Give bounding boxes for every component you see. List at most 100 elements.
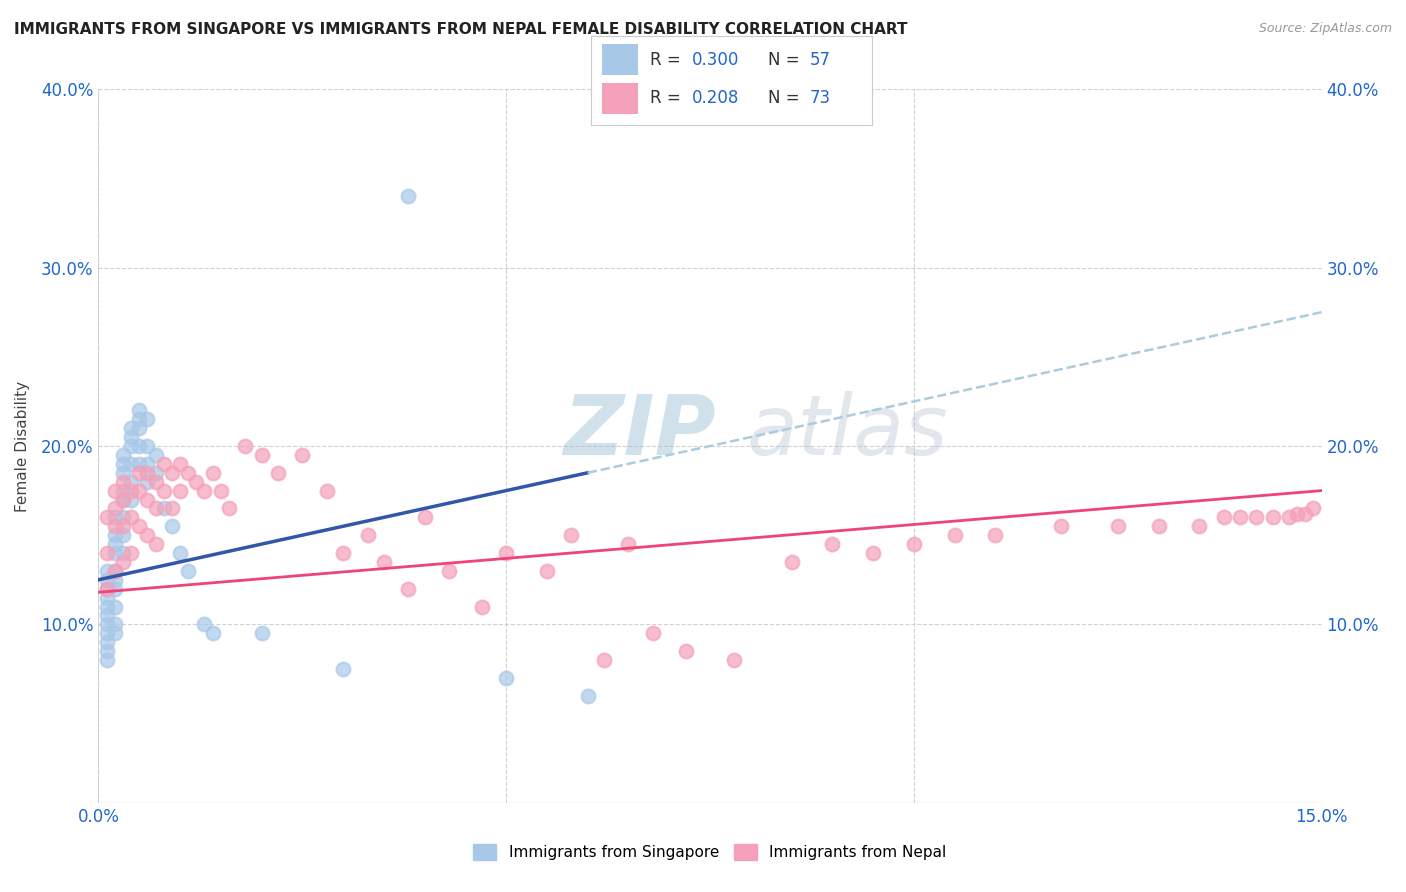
Point bbox=[1294, 507, 1316, 521]
Point bbox=[201, 466, 224, 480]
Point bbox=[471, 599, 494, 614]
Point bbox=[1107, 519, 1129, 533]
Point bbox=[104, 528, 127, 542]
Point bbox=[943, 528, 966, 542]
Point bbox=[96, 608, 118, 623]
Point bbox=[1278, 510, 1301, 524]
Point bbox=[177, 466, 200, 480]
Point bbox=[723, 653, 745, 667]
Point bbox=[186, 475, 208, 489]
Point bbox=[104, 519, 127, 533]
Text: 57: 57 bbox=[810, 51, 831, 69]
Point bbox=[145, 537, 167, 551]
Point bbox=[1212, 510, 1234, 524]
Point bbox=[152, 501, 174, 516]
Point bbox=[250, 448, 273, 462]
Point bbox=[267, 466, 290, 480]
Point bbox=[111, 483, 134, 498]
Point bbox=[862, 546, 884, 560]
Point bbox=[136, 492, 159, 507]
Point bbox=[177, 564, 200, 578]
Point bbox=[128, 466, 150, 480]
Point bbox=[111, 457, 134, 471]
Point bbox=[120, 492, 142, 507]
Point bbox=[120, 475, 142, 489]
Point bbox=[104, 537, 127, 551]
Point bbox=[136, 528, 159, 542]
Point bbox=[111, 510, 134, 524]
Point bbox=[96, 510, 118, 524]
Point bbox=[104, 564, 127, 578]
Point bbox=[332, 546, 354, 560]
Point bbox=[96, 599, 118, 614]
Point bbox=[96, 564, 118, 578]
Point bbox=[1261, 510, 1284, 524]
Point bbox=[111, 519, 134, 533]
Point bbox=[332, 662, 354, 676]
Point bbox=[1229, 510, 1251, 524]
Point bbox=[169, 457, 191, 471]
Text: ZIP: ZIP bbox=[564, 392, 716, 472]
Point bbox=[128, 457, 150, 471]
Point bbox=[136, 412, 159, 426]
Point bbox=[96, 582, 118, 596]
Text: N =: N = bbox=[768, 51, 804, 69]
Point bbox=[136, 439, 159, 453]
Point bbox=[780, 555, 803, 569]
Point bbox=[218, 501, 240, 516]
Text: R =: R = bbox=[650, 89, 686, 107]
Point bbox=[145, 475, 167, 489]
Point bbox=[250, 626, 273, 640]
Y-axis label: Female Disability: Female Disability bbox=[15, 380, 30, 512]
Point bbox=[120, 510, 142, 524]
Point bbox=[169, 483, 191, 498]
Point bbox=[120, 546, 142, 560]
Point bbox=[104, 617, 127, 632]
Text: N =: N = bbox=[768, 89, 804, 107]
Point bbox=[437, 564, 460, 578]
Point bbox=[1188, 519, 1211, 533]
Text: 0.208: 0.208 bbox=[692, 89, 740, 107]
Point bbox=[96, 582, 118, 596]
Point bbox=[1049, 519, 1071, 533]
Point bbox=[495, 671, 517, 685]
Point bbox=[641, 626, 664, 640]
Point bbox=[120, 439, 142, 453]
Point bbox=[104, 582, 127, 596]
Point bbox=[593, 653, 616, 667]
Point bbox=[104, 573, 127, 587]
Point bbox=[560, 528, 582, 542]
Point bbox=[96, 573, 118, 587]
Point bbox=[128, 519, 150, 533]
Point bbox=[136, 466, 159, 480]
Point bbox=[145, 448, 167, 462]
Point bbox=[209, 483, 232, 498]
Point bbox=[104, 546, 127, 560]
Point bbox=[128, 483, 150, 498]
Point bbox=[1302, 501, 1324, 516]
Point bbox=[104, 510, 127, 524]
Point bbox=[111, 448, 134, 462]
Point bbox=[291, 448, 314, 462]
Point bbox=[160, 501, 183, 516]
Point bbox=[160, 466, 183, 480]
Point bbox=[111, 492, 134, 507]
Point bbox=[120, 430, 142, 444]
Point bbox=[903, 537, 925, 551]
Point bbox=[396, 582, 419, 596]
Text: R =: R = bbox=[650, 51, 686, 69]
Point bbox=[233, 439, 256, 453]
Point bbox=[356, 528, 378, 542]
Point bbox=[111, 546, 134, 560]
Point bbox=[96, 626, 118, 640]
Point bbox=[193, 617, 215, 632]
Point bbox=[96, 635, 118, 649]
Point bbox=[152, 457, 174, 471]
Point bbox=[495, 546, 517, 560]
Point bbox=[104, 483, 127, 498]
Legend: Immigrants from Singapore, Immigrants from Nepal: Immigrants from Singapore, Immigrants fr… bbox=[467, 838, 953, 866]
Point bbox=[536, 564, 558, 578]
Point bbox=[96, 546, 118, 560]
Point bbox=[96, 617, 118, 632]
Point bbox=[136, 475, 159, 489]
